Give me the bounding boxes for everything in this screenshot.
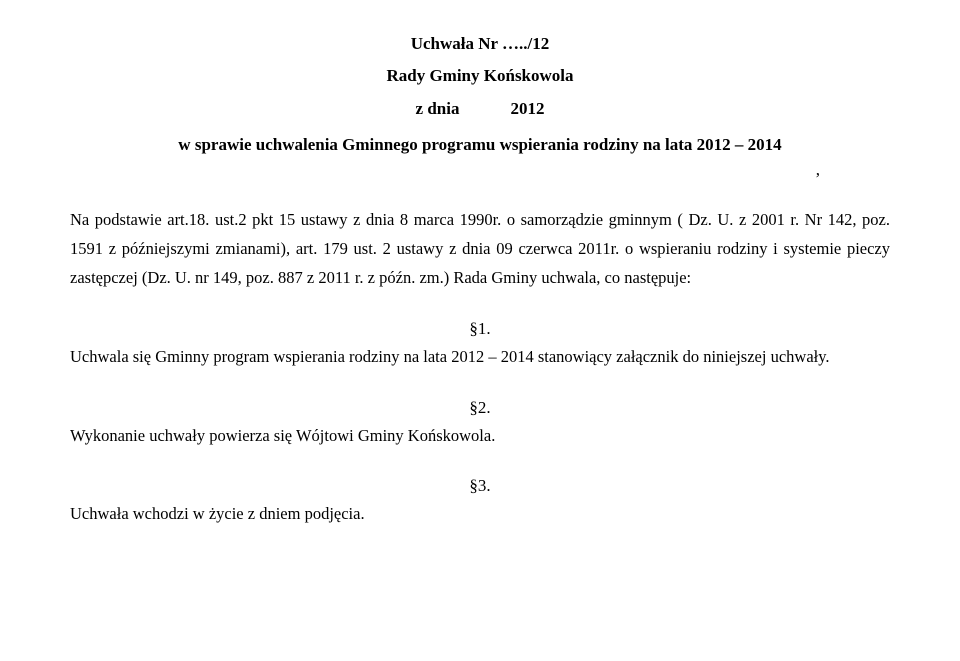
trailing-comma: , [70,160,890,180]
resolution-subject: w sprawie uchwalenia Gminnego programu w… [70,131,890,158]
section-2-text: Wykonanie uchwały powierza się Wójtowi G… [70,422,890,451]
resolution-number: Uchwała Nr …../12 [70,28,890,60]
section-3-text: Uchwała wchodzi w życie z dniem podjęcia… [70,500,890,529]
legal-basis: Na podstawie art.18. ust.2 pkt 15 ustawy… [70,206,890,293]
header-block: Uchwała Nr …../12 Rady Gminy Końskowola … [70,28,890,158]
section-3-number: §3. [70,476,890,496]
date-year: 2012 [510,99,544,118]
date-label: z dnia [416,99,460,118]
section-1-number: §1. [70,319,890,339]
council-name: Rady Gminy Końskowola [70,60,890,92]
date-line: z dnia 2012 [70,93,890,125]
section-2-number: §2. [70,398,890,418]
document-page: Uchwała Nr …../12 Rady Gminy Końskowola … [0,0,960,529]
section-1-text: Uchwala się Gminny program wspierania ro… [70,343,890,372]
